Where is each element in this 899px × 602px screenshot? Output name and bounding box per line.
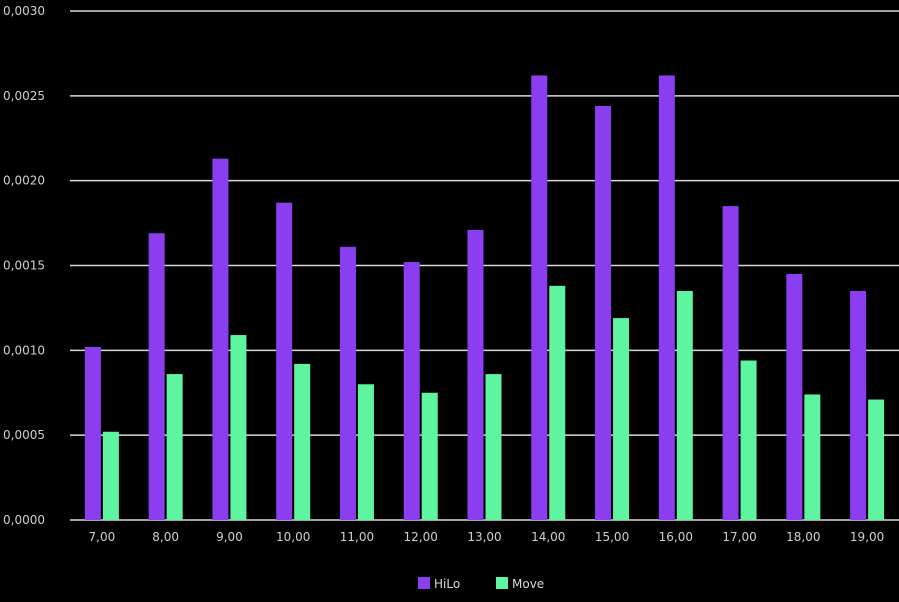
- x-tick-label-8: 15,00: [595, 530, 629, 544]
- x-tick-label-1: 8,00: [152, 530, 179, 544]
- bar-move-6: [485, 374, 502, 520]
- x-tick-label-0: 7,00: [89, 530, 116, 544]
- bar-hilo-4: [339, 246, 356, 520]
- y-tick-label-5: 0,0025: [3, 89, 45, 103]
- bar-hilo-12: [850, 290, 867, 520]
- bar-hilo-8: [595, 106, 612, 520]
- bar-move-8: [613, 318, 630, 520]
- legend: HiLo Move: [418, 577, 544, 591]
- y-tick-label-0: 0,0000: [3, 513, 45, 527]
- bar-hilo-10: [722, 206, 739, 520]
- bar-hilo-0: [84, 346, 101, 520]
- bar-move-4: [357, 384, 374, 520]
- grid-layer: [70, 10, 899, 521]
- bar-move-9: [676, 290, 693, 520]
- x-tick-label-7: 14,00: [531, 530, 565, 544]
- y-tick-label-6: 0,0030: [3, 4, 45, 18]
- bar-move-12: [868, 399, 885, 520]
- x-tick-label-6: 13,00: [467, 530, 501, 544]
- x-tick-label-12: 19,00: [850, 530, 884, 544]
- bar-hilo-6: [467, 229, 484, 520]
- bar-hilo-9: [658, 75, 675, 521]
- bar-move-11: [804, 394, 821, 520]
- x-tick-label-2: 9,00: [216, 530, 243, 544]
- legend-swatch-move: [496, 577, 508, 589]
- bar-move-7: [549, 285, 566, 520]
- legend-label-hilo: HiLo: [434, 577, 460, 591]
- bar-move-10: [740, 360, 757, 520]
- x-tick-label-3: 10,00: [276, 530, 310, 544]
- bar-hilo-3: [276, 202, 293, 520]
- bar-hilo-11: [786, 273, 803, 520]
- bar-move-2: [230, 335, 247, 520]
- bar-move-1: [166, 374, 183, 520]
- x-tick-label-10: 17,00: [722, 530, 756, 544]
- x-tick-label-9: 16,00: [659, 530, 693, 544]
- y-tick-label-2: 0,0010: [3, 343, 45, 357]
- x-tick-label-4: 11,00: [340, 530, 374, 544]
- bar-hilo-7: [531, 75, 548, 521]
- bars: [84, 75, 885, 521]
- bar-hilo-5: [403, 262, 420, 520]
- x-tick-label-11: 18,00: [786, 530, 820, 544]
- bar-move-0: [102, 431, 119, 520]
- y-tick-label-1: 0,0005: [3, 428, 45, 442]
- x-tick-label-5: 12,00: [404, 530, 438, 544]
- legend-swatch-hilo: [418, 577, 430, 589]
- y-tick-label-4: 0,0020: [3, 174, 45, 188]
- y-axis-tick-labels: 0,0000 0,0005 0,0010 0,0015 0,0020 0,0025 0,00…: [3, 4, 45, 527]
- x-axis-tick-labels: 7,00 8,00 9,00 10,00 11,00 12,00 13,00 14,00 15,…: [89, 530, 885, 544]
- bar-move-3: [294, 363, 311, 520]
- bar-move-5: [421, 392, 438, 520]
- bar-hilo-2: [212, 158, 229, 521]
- y-tick-label-3: 0,0015: [3, 259, 45, 273]
- legend-label-move: Move: [512, 577, 544, 591]
- bar-hilo-1: [148, 233, 165, 520]
